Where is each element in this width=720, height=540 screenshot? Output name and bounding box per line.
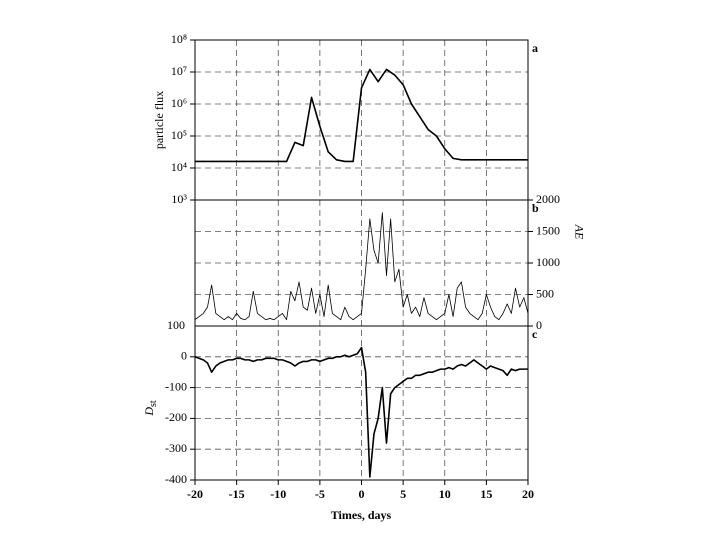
y-tick-label: -400: [165, 472, 187, 486]
y-tick-label: 10⁸: [171, 32, 187, 46]
data-line: [194, 346, 528, 478]
left-label: 100: [167, 318, 185, 332]
x-tick-label: -10: [270, 487, 286, 501]
y-label-flux: particle flux: [152, 91, 166, 149]
y-label-ae: AE: [572, 224, 586, 240]
data-line: [194, 212, 529, 321]
x-tick-label: 15: [480, 487, 492, 501]
panel-letter: a: [532, 41, 538, 55]
y-tick-label: 10⁷: [171, 64, 187, 78]
y-tick-label: -300: [165, 441, 187, 455]
x-label: Times, days: [331, 508, 392, 522]
x-tick-label: -20: [187, 487, 203, 501]
y-tick-label: -100: [165, 379, 187, 393]
data-line: [195, 68, 528, 163]
y-label-dst-main: D: [142, 407, 156, 417]
y-tick-label: 1000: [536, 255, 560, 269]
y-tick-label: 10³: [171, 192, 187, 206]
y-tick-label: 10⁶: [171, 96, 187, 110]
x-tick-label: 10: [439, 487, 451, 501]
y-tick-label: -200: [165, 410, 187, 424]
y-label-dst: Dst: [142, 400, 160, 417]
panel-frame: [194, 325, 529, 481]
y-tick-label: 2000: [536, 192, 560, 206]
y-label-dst-sub: st: [148, 400, 159, 407]
panel-letter: c: [532, 327, 538, 341]
y-tick-label: 10⁵: [171, 128, 187, 142]
x-tick-label: 20: [522, 487, 534, 501]
x-tick-label: -5: [315, 487, 325, 501]
x-tick-label: 0: [359, 487, 365, 501]
y-tick-label: 1500: [536, 223, 560, 237]
x-tick-label: -15: [229, 487, 245, 501]
y-tick-label: 0: [536, 318, 542, 332]
x-tick-label: 5: [400, 487, 406, 501]
y-tick-label: 10⁴: [171, 160, 187, 174]
y-tick-label: 0: [181, 349, 187, 363]
y-tick-label: 500: [536, 286, 554, 300]
panel-letter: b: [532, 201, 539, 215]
